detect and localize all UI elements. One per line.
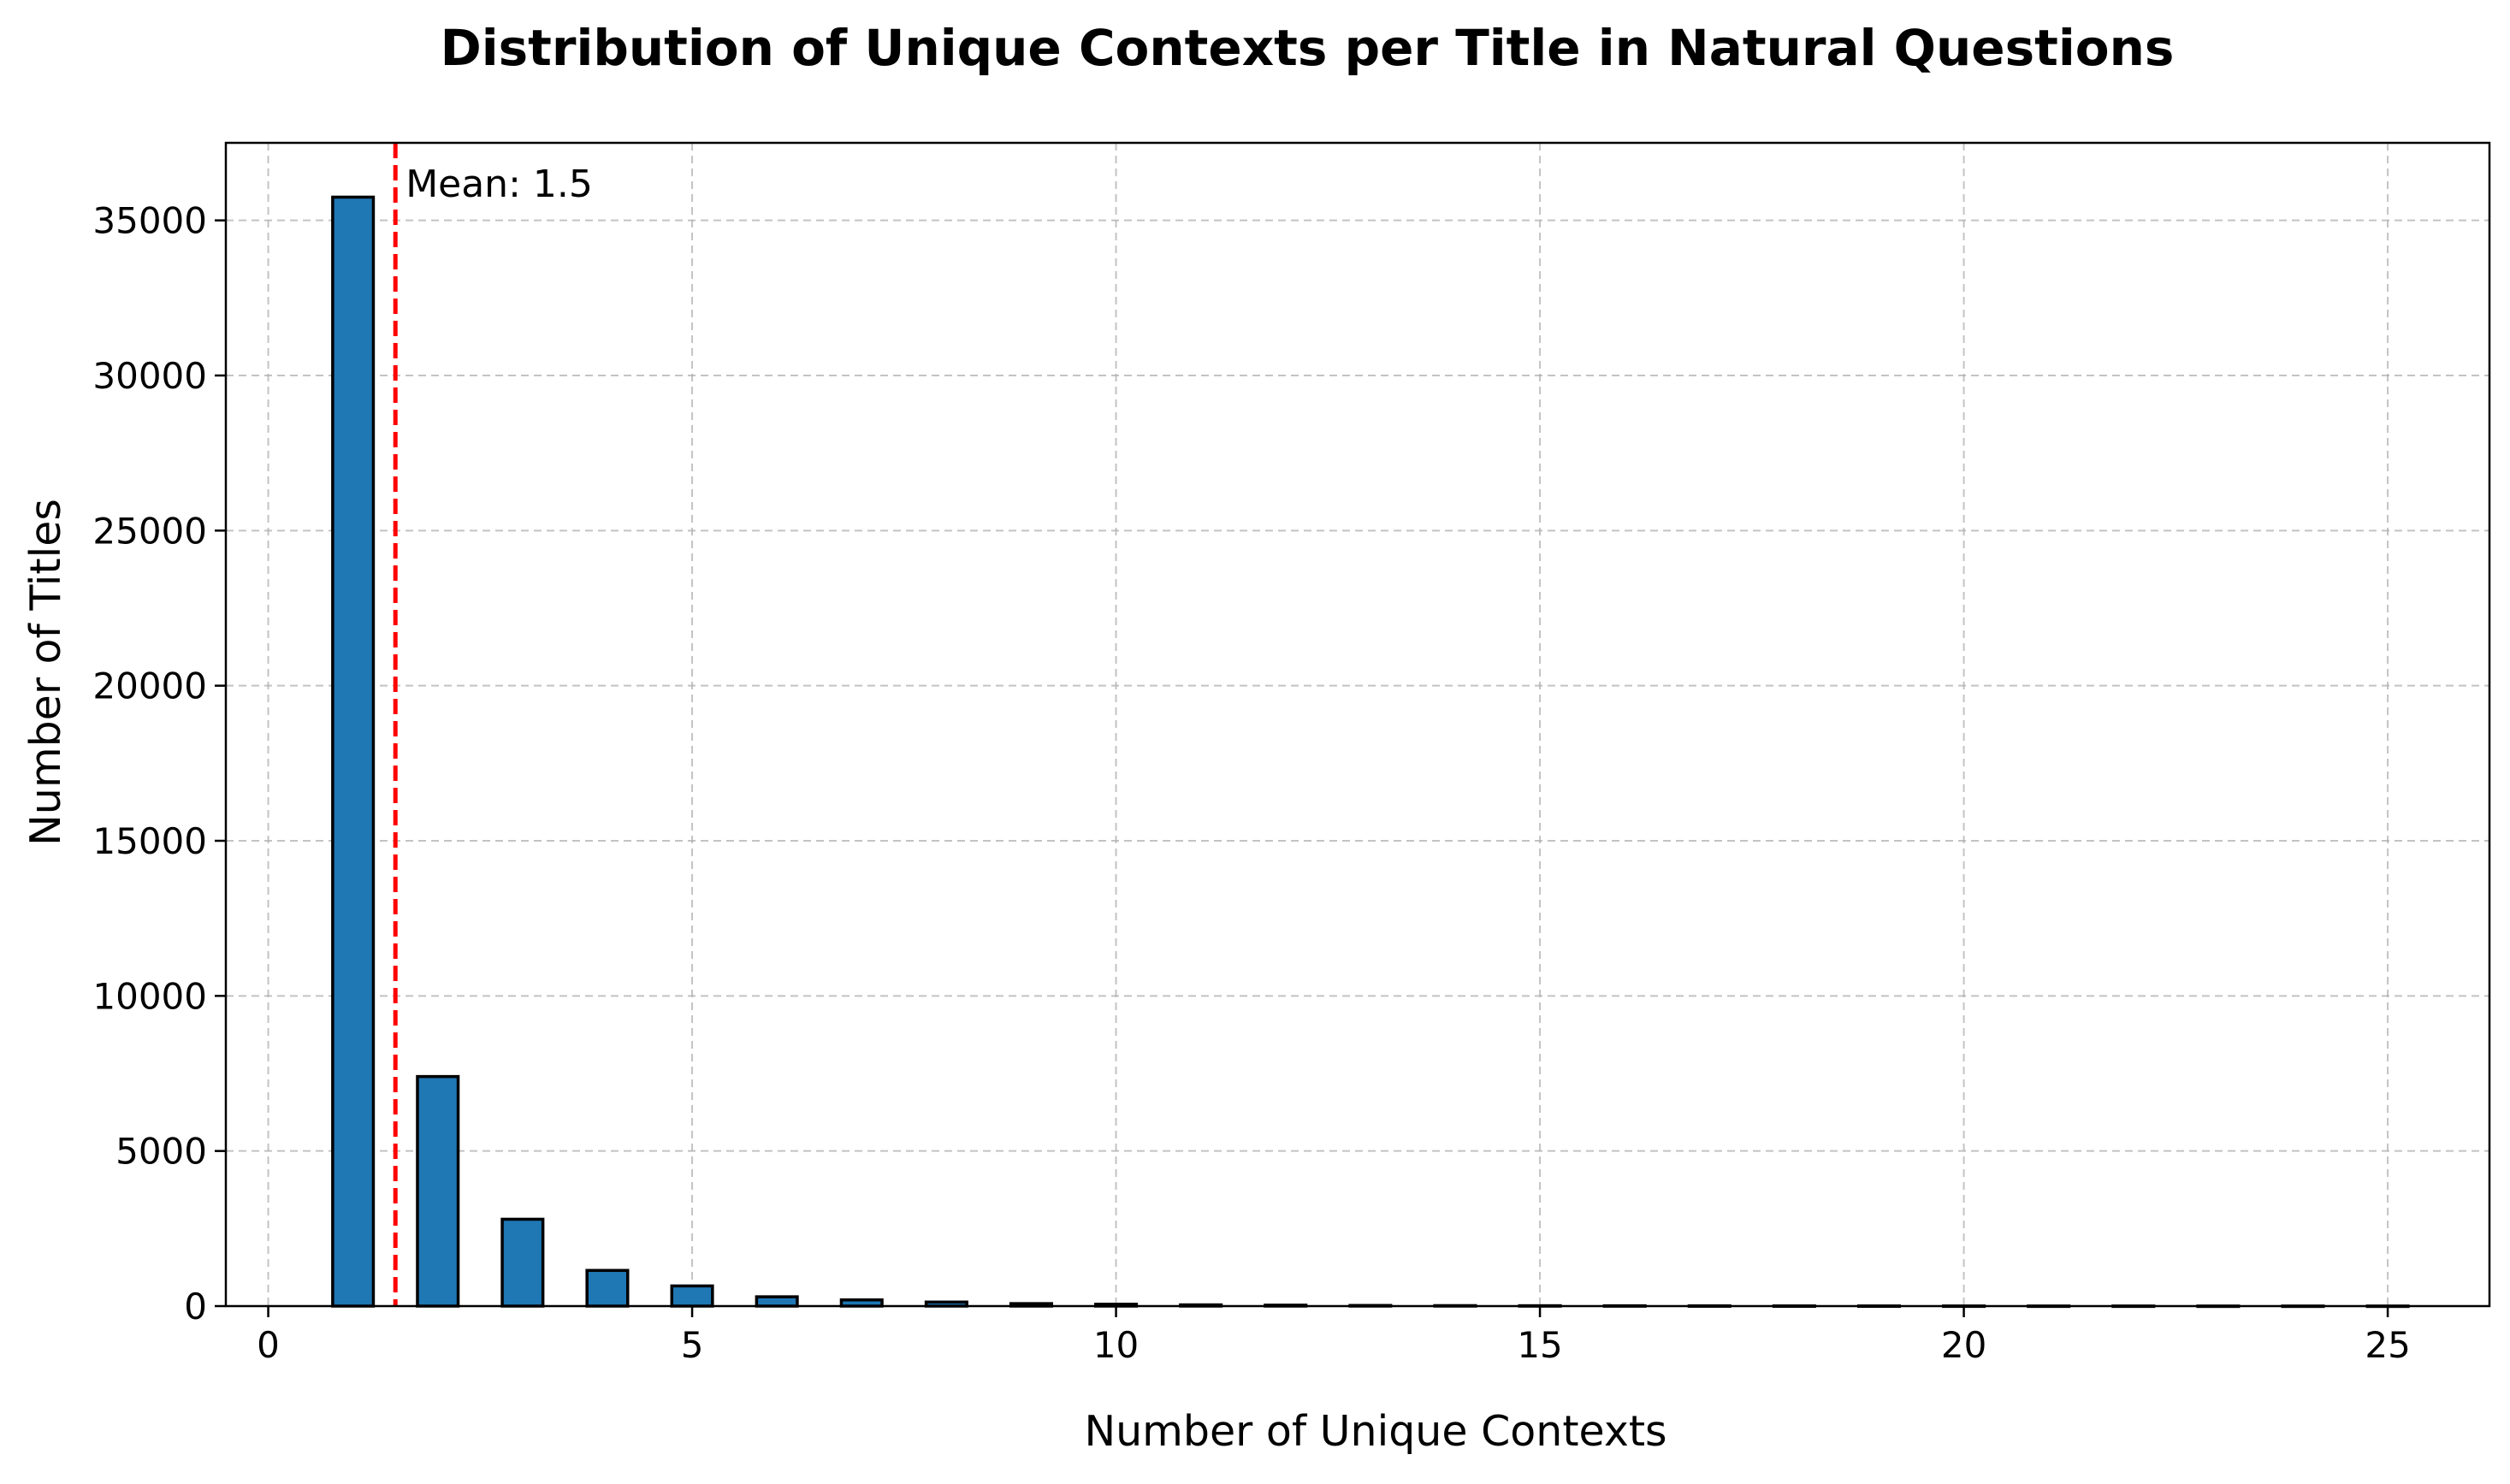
x-tick-label: 5: [681, 1324, 704, 1366]
y-tick-label: 20000: [92, 665, 207, 707]
y-tick-label: 35000: [92, 200, 207, 242]
y-tick-label: 15000: [92, 820, 207, 862]
y-tick-label: 30000: [92, 355, 207, 397]
mean-marker: Mean: 1.5: [393, 143, 630, 1306]
mean-label-background: [399, 158, 630, 210]
y-tick-label: 25000: [92, 510, 207, 552]
x-axis-label: Number of Unique Contexts: [1084, 1407, 1666, 1456]
histogram-bar: [755, 1295, 799, 1308]
grid: [226, 143, 2489, 1307]
histogram-bar: [500, 1217, 545, 1308]
plot-frame: [224, 141, 2491, 1308]
x-axis-ticks: 0 5 10 15 20 25: [257, 1306, 2411, 1366]
x-tick-label: 25: [2365, 1324, 2410, 1366]
x-tick-label: 15: [1517, 1324, 1562, 1366]
y-tick-label: 0: [184, 1286, 207, 1327]
histogram-bar: [585, 1268, 630, 1308]
x-tick-label: 0: [257, 1324, 280, 1366]
y-axis-label: Number of Titles: [21, 499, 70, 846]
mean-label: Mean: 1.5: [406, 163, 593, 206]
x-tick-label: 20: [1941, 1324, 1986, 1366]
y-axis-ticks: 0 5000 10000 15000 20000 25000 30000 35000: [92, 200, 226, 1327]
histogram-bar: [670, 1284, 714, 1308]
chart-title: Distribution of Unique Contexts per Titl…: [441, 19, 2175, 77]
histogram-bar: [416, 1074, 460, 1308]
x-tick-label: 10: [1093, 1324, 1139, 1366]
y-tick-label: 5000: [115, 1131, 207, 1173]
histogram-bar: [331, 195, 376, 1308]
bars: [331, 195, 2410, 1309]
y-tick-label: 10000: [92, 975, 207, 1017]
